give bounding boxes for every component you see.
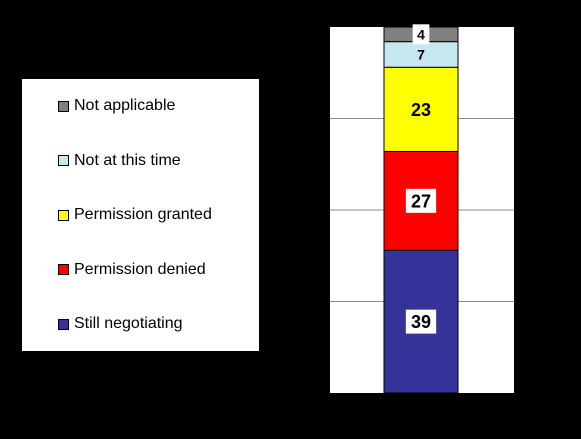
legend-label: Permission granted (74, 206, 212, 223)
data-label: 39 (411, 312, 431, 332)
legend-label: Not at this time (74, 151, 181, 169)
data-label: 27 (411, 191, 431, 211)
legend-item: Not applicable (58, 96, 175, 116)
legend-swatch (58, 155, 69, 166)
legend-swatch (58, 318, 69, 330)
data-label: 4 (417, 26, 425, 42)
legend-swatch (58, 264, 69, 275)
data-label-box (412, 24, 430, 45)
y-tick-label: 25% (298, 295, 322, 309)
x-tick-label: Total sample (387, 412, 455, 426)
data-label: 23 (411, 100, 431, 120)
legend-swatch (58, 100, 69, 112)
data-label: 7 (417, 46, 425, 62)
legend-label: Not applicable (74, 97, 176, 114)
bar-segment (383, 66, 459, 152)
data-label-box (405, 188, 437, 213)
y-tick-label: 100% (291, 20, 322, 34)
legend-item: Permission granted (58, 205, 212, 225)
y-tick-label: 0% (305, 386, 323, 400)
legend: Not applicable Not at this time Permission… (22, 79, 259, 351)
legend-item: Not at this time (58, 151, 181, 171)
legend-item: Still negotiating (58, 314, 183, 334)
legend-label: Still negotiating (74, 315, 183, 332)
legend-swatch (58, 209, 69, 221)
bar-segment (383, 41, 459, 68)
y-tick-label: 75% (298, 112, 322, 126)
legend-label: Permission denied (74, 260, 206, 278)
data-label-box (405, 309, 437, 334)
y-tick-label: 50% (298, 203, 322, 217)
legend-item: Permission denied (58, 260, 206, 280)
